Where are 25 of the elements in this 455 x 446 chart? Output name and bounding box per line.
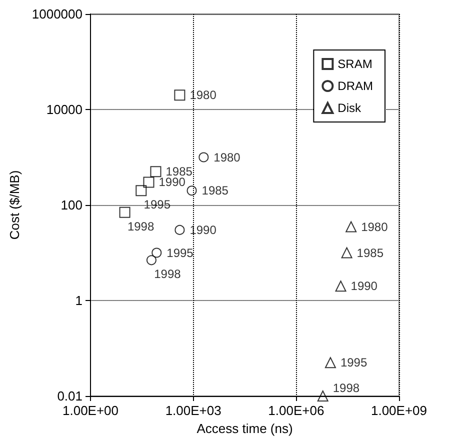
y-axis-title: Cost ($/MB) [7,170,22,240]
x-tick-label: 1.00E+00 [62,403,119,418]
annotation: 1985 [202,184,229,198]
y-tick-label: 0.01 [57,388,83,404]
x-tick-label: 1.00E+03 [165,403,222,418]
x-tick-label: 1.00E+09 [370,403,428,418]
annotation: 1998 [154,267,182,282]
y-tick-label: 1 [75,293,83,308]
annotation: 1995 [166,246,194,260]
annotation: 1995 [340,356,368,370]
legend-label: Disk [338,101,362,115]
annotation: 1980 [214,150,241,164]
y-tick-label: 1000000 [32,6,83,22]
annotation: 1995 [144,198,171,212]
annotation: 1985 [356,246,384,260]
annotation: 1998 [127,219,154,234]
annotation: 1998 [332,381,360,395]
x-axis-title: Access time (ns) [196,421,293,436]
legend-label: DRAM [338,79,374,93]
annotation: 1980 [361,220,388,234]
legend-label: SRAM [338,57,372,71]
annotation: 1990 [350,279,378,294]
x-tick-label: 1.00E+06 [268,403,324,418]
y-tick-label: 100 [60,198,83,212]
y-tick-label: 10000 [46,102,83,117]
